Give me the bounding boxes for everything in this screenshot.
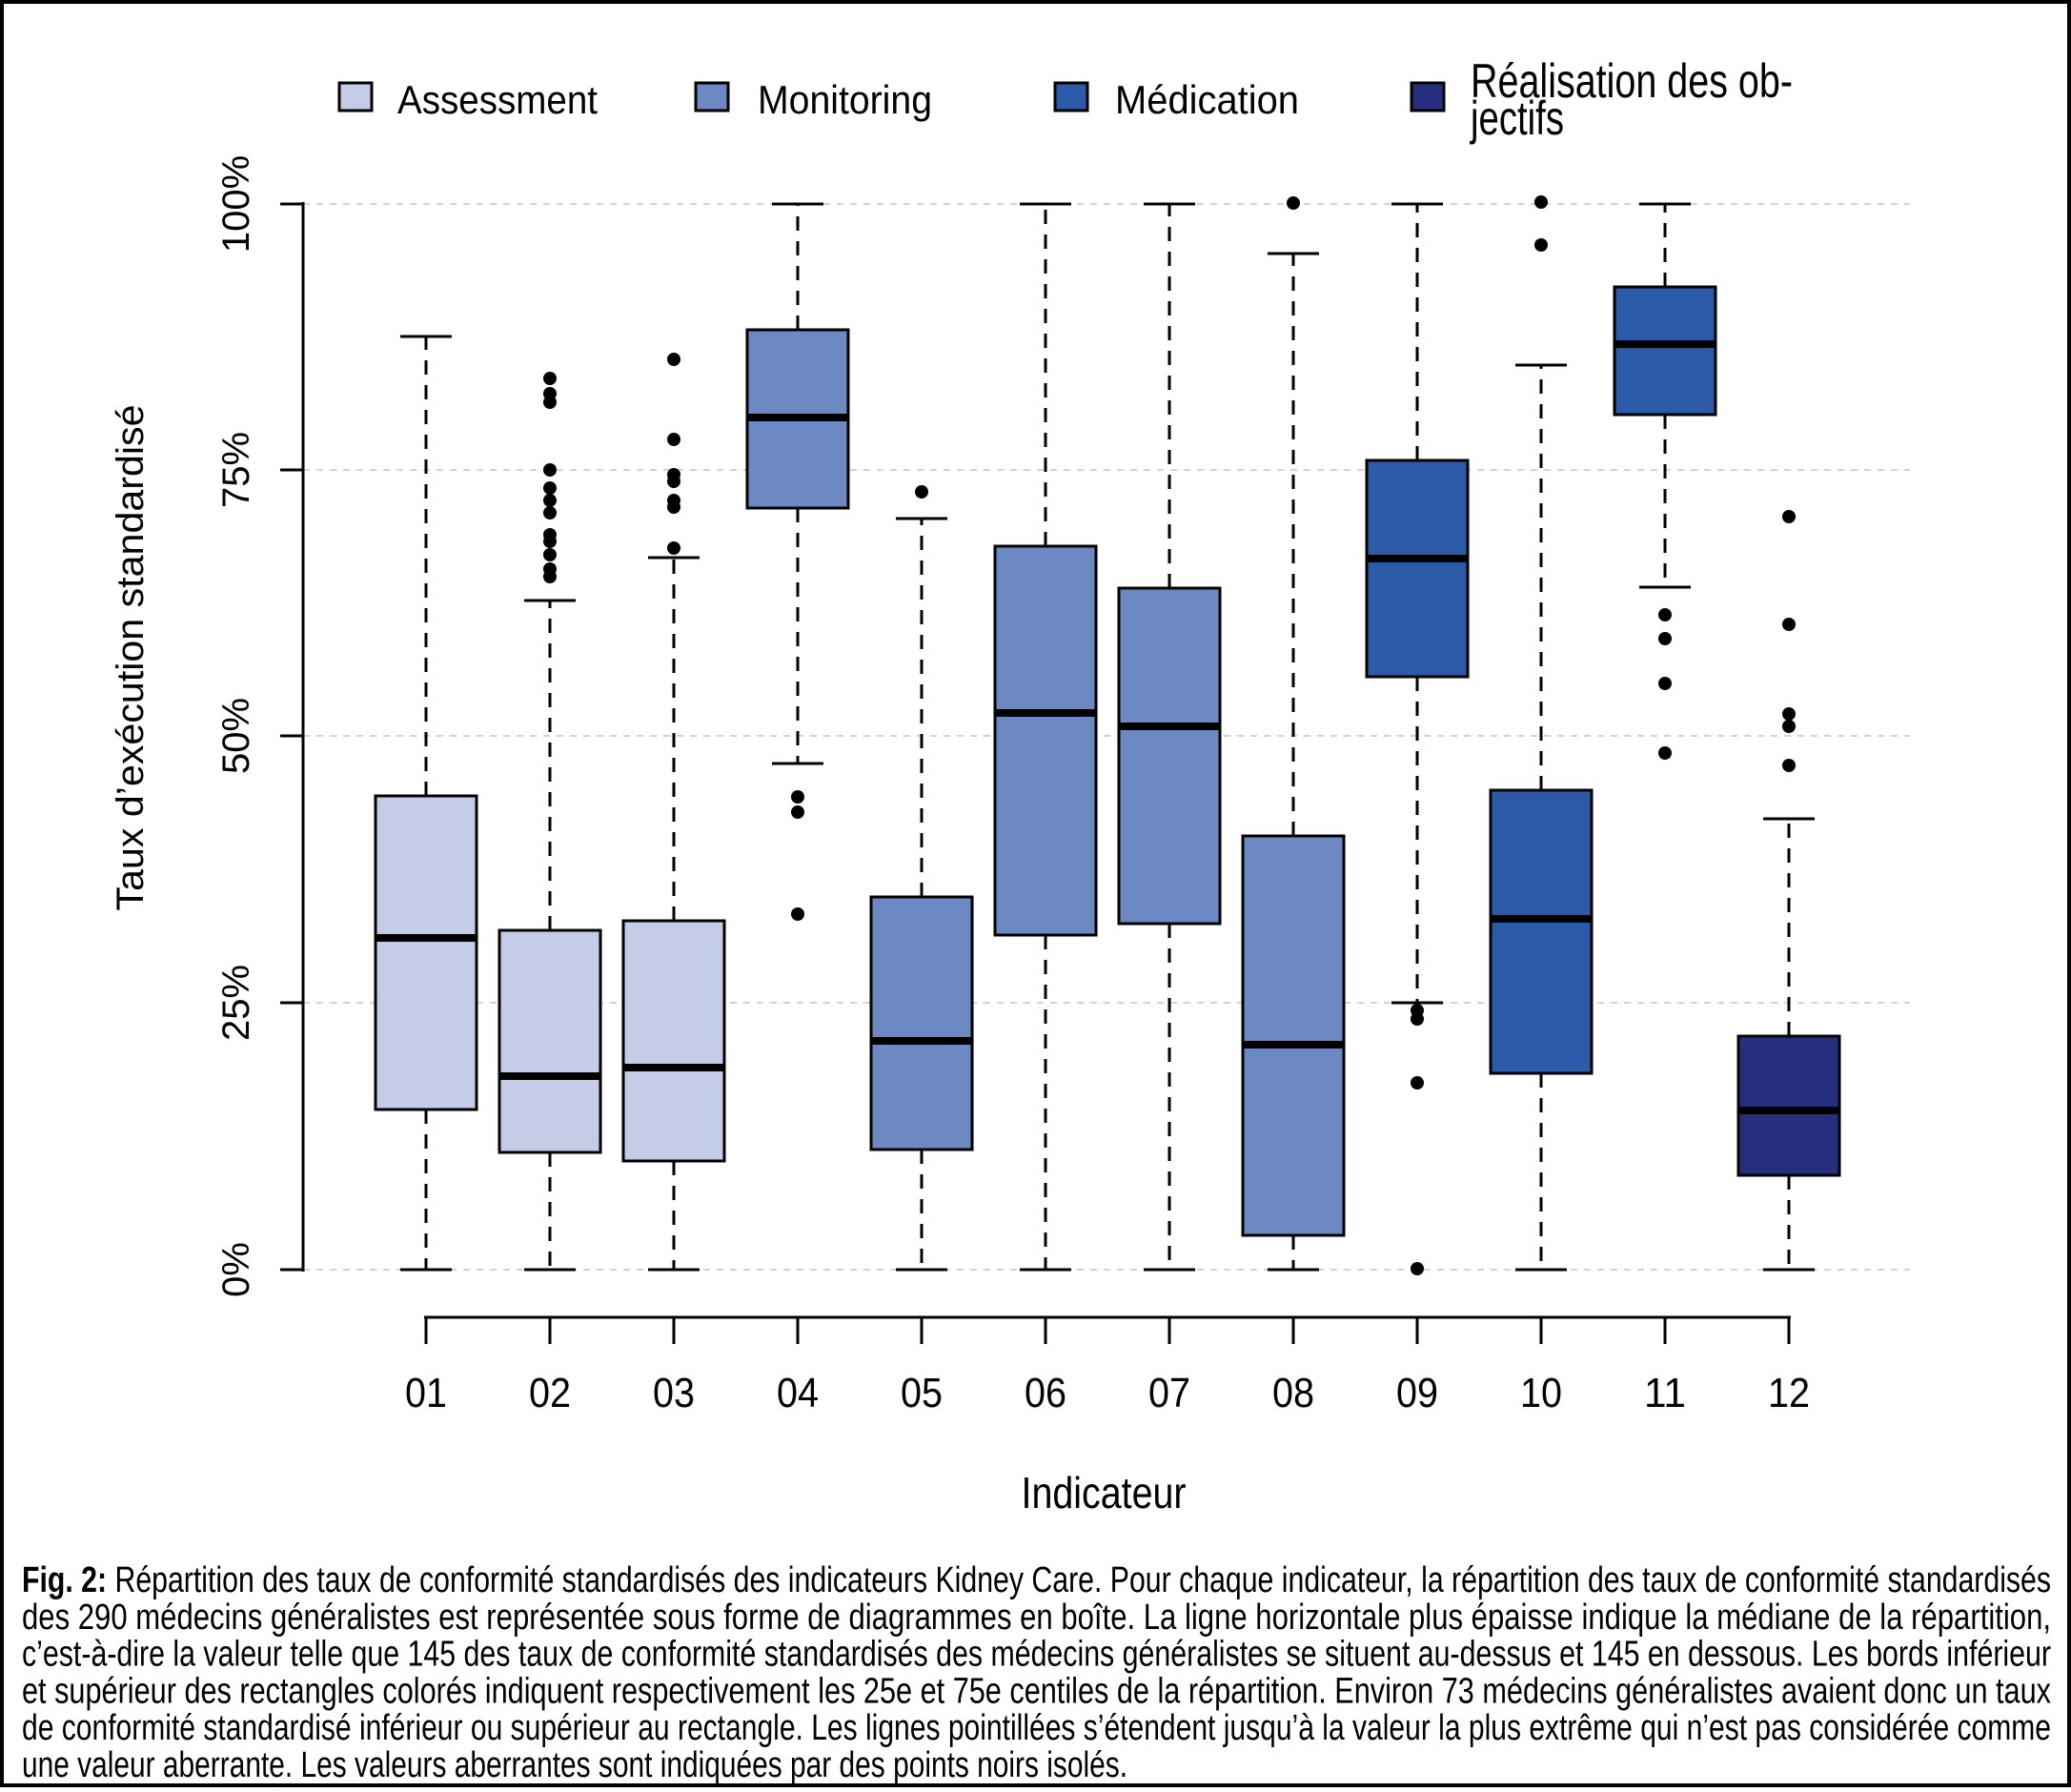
svg-text:10: 10: [1520, 1370, 1562, 1416]
svg-text:Monitoring: Monitoring: [758, 77, 932, 122]
svg-text:Médication: Médication: [1115, 77, 1299, 122]
svg-text:03: 03: [653, 1370, 695, 1416]
svg-text:Fig. 2: Répartition des taux d: Fig. 2: Répartition des taux de conformi…: [22, 1560, 2051, 1600]
svg-text:04: 04: [777, 1370, 819, 1416]
svg-text:des 290 médecins généralistes: des 290 médecins généralistes est représ…: [22, 1598, 2051, 1638]
svg-text:75%: 75%: [215, 432, 257, 508]
svg-text:Indicateur: Indicateur: [1022, 1468, 1187, 1517]
svg-text:Réalisation des ob-: Réalisation des ob-: [1471, 54, 1793, 108]
svg-text:jectifs: jectifs: [1469, 92, 1564, 145]
svg-text:05: 05: [901, 1370, 943, 1416]
svg-text:une valeur aberrante. Les vale: une valeur aberrante. Les valeurs aberra…: [22, 1745, 1127, 1785]
svg-text:06: 06: [1025, 1370, 1066, 1416]
svg-text:02: 02: [529, 1370, 571, 1416]
svg-text:50%: 50%: [215, 698, 257, 774]
svg-text:08: 08: [1272, 1370, 1314, 1416]
svg-text:01: 01: [405, 1370, 447, 1416]
svg-text:et supérieur des rectangles co: et supérieur des rectangles colorés indi…: [22, 1671, 2051, 1711]
svg-text:Assessment: Assessment: [397, 77, 598, 122]
svg-text:0%: 0%: [215, 1242, 257, 1297]
svg-text:100%: 100%: [215, 155, 257, 253]
svg-text:de conformité standardisé infé: de conformité standardisé inférieur ou s…: [22, 1708, 2051, 1748]
svg-text:25%: 25%: [215, 965, 257, 1041]
svg-text:12: 12: [1768, 1370, 1810, 1416]
svg-text:Taux d’exécution standardisé: Taux d’exécution standardisé: [110, 405, 152, 911]
svg-text:c’est-à-dire la valeur telle q: c’est-à-dire la valeur telle que 145 des…: [22, 1635, 2051, 1675]
svg-text:09: 09: [1396, 1370, 1438, 1416]
svg-text:11: 11: [1644, 1370, 1686, 1416]
svg-text:07: 07: [1148, 1370, 1190, 1416]
